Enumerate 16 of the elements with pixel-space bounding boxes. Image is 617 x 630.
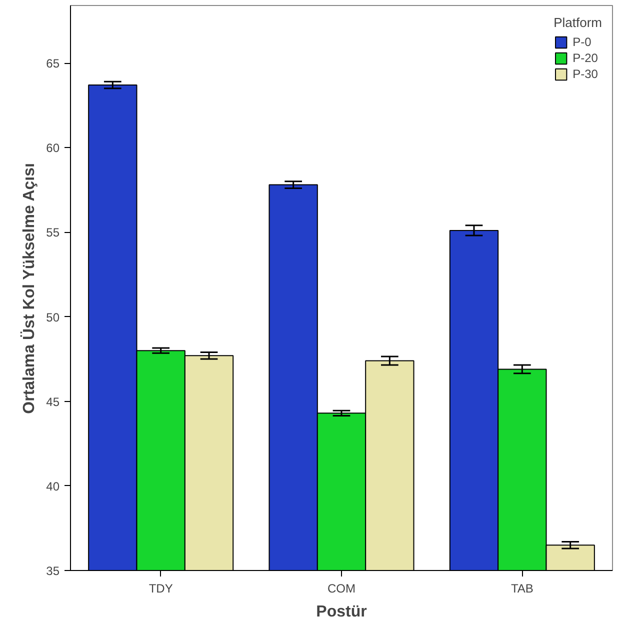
x-axis-title: Postür — [316, 604, 367, 620]
y-tick-label: 40 — [46, 479, 60, 494]
y-tick-label: 65 — [46, 56, 60, 71]
y-tick-label: 35 — [46, 564, 60, 578]
y-tick-label: 60 — [46, 141, 60, 156]
legend-label: P-20 — [572, 51, 598, 65]
x-tick-label: COM — [328, 582, 356, 596]
legend-title: Platform — [554, 15, 602, 30]
legend-label: P-0 — [572, 35, 592, 49]
legend-label: P-30 — [572, 67, 598, 81]
y-tick-label: 45 — [46, 394, 60, 409]
y-axis-title: Ortalama Üst Kol Yükselme Açısı — [20, 163, 38, 414]
y-tick-label: 50 — [46, 310, 60, 324]
x-tick-label: TAB — [510, 582, 534, 596]
y-tick-label: 55 — [46, 226, 60, 240]
x-tick-label: TDY — [148, 582, 173, 596]
